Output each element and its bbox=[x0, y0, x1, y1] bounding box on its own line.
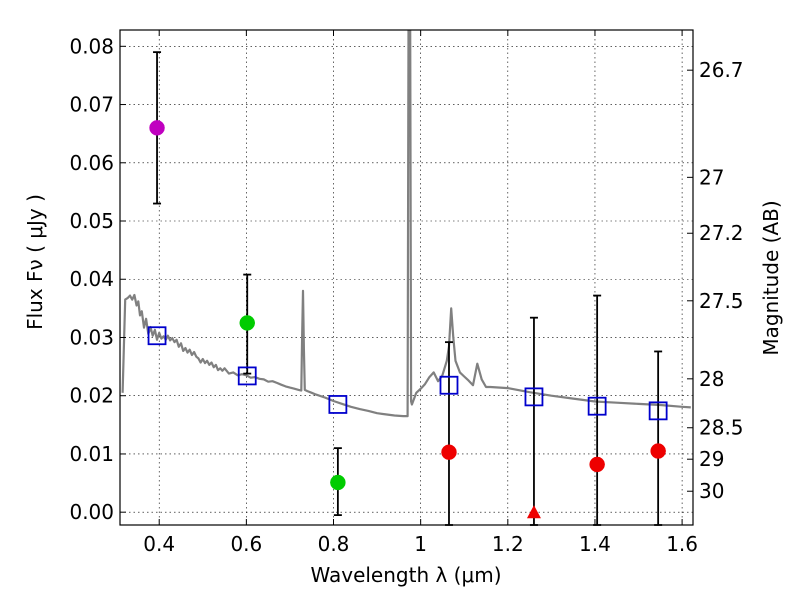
model-square-marker bbox=[237, 366, 257, 386]
model-square-marker bbox=[328, 395, 348, 414]
y-tick-label: 0.07 bbox=[69, 93, 114, 117]
y-tick-label: 0.06 bbox=[69, 151, 114, 175]
model-square-marker bbox=[524, 387, 544, 407]
y-tick-label: 0.05 bbox=[69, 209, 114, 233]
axes-frame bbox=[119, 29, 694, 526]
x-tick-label: 1.4 bbox=[579, 532, 611, 556]
right-axis-ticks: 26.7 27 27.2 27.5 28 28.5 29 30 bbox=[687, 58, 744, 503]
y-tick-label: 0.08 bbox=[69, 34, 114, 58]
model-square-marker bbox=[648, 401, 668, 421]
data-point-marker bbox=[149, 120, 165, 136]
right-tick-label: 26.7 bbox=[699, 58, 744, 82]
x-tick-label: 0.6 bbox=[230, 532, 262, 556]
upper-limit-triangle-marker bbox=[526, 505, 541, 519]
x-axis-ticks: 0.4 0.6 0.8 1 1.2 1.4 1.6 bbox=[143, 30, 698, 556]
x-tick-label: 0.4 bbox=[143, 532, 175, 556]
y-axis-label-left: Flux Fν ( μJy ) bbox=[23, 194, 47, 330]
data-point-marker bbox=[239, 315, 255, 331]
y-tick-label: 0.00 bbox=[69, 500, 114, 524]
model-square-marker bbox=[587, 396, 607, 416]
data-point-marker bbox=[441, 444, 457, 460]
right-tick-label: 28 bbox=[699, 367, 724, 391]
y-tick-label: 0.04 bbox=[69, 267, 114, 291]
right-tick-label: 30 bbox=[699, 479, 724, 503]
x-axis-label: Wavelength λ (μm) bbox=[310, 563, 501, 587]
sed-template-line bbox=[121, 30, 691, 418]
model-square-marker bbox=[147, 326, 167, 346]
right-tick-label: 28.5 bbox=[699, 416, 744, 440]
x-tick-label: 1.2 bbox=[492, 532, 524, 556]
x-tick-label: 1 bbox=[414, 532, 427, 556]
plot-frame bbox=[119, 29, 694, 526]
right-tick-label: 27.2 bbox=[699, 221, 744, 245]
right-tick-label: 27 bbox=[699, 165, 724, 189]
data-point-marker bbox=[589, 456, 605, 473]
y-tick-label: 0.01 bbox=[69, 442, 114, 466]
y-axis-label-right: Magnitude (AB) bbox=[759, 200, 783, 355]
y-tick-label: 0.03 bbox=[69, 325, 114, 349]
data-point-marker bbox=[650, 443, 666, 459]
sed-template-layer bbox=[121, 30, 691, 418]
grid-lines bbox=[120, 30, 693, 525]
marker-layer bbox=[147, 120, 668, 519]
x-tick-label: 0.8 bbox=[318, 532, 350, 556]
right-tick-label: 29 bbox=[699, 447, 724, 471]
y-tick-label: 0.02 bbox=[69, 384, 114, 408]
data-point-marker bbox=[330, 474, 346, 491]
x-tick-label: 1.6 bbox=[666, 532, 698, 556]
right-tick-label: 27.5 bbox=[699, 289, 744, 313]
model-square-marker bbox=[439, 375, 459, 395]
y-axis-ticks: 0.00 0.01 0.02 0.03 0.04 0.05 0.06 0.07 0.08 bbox=[69, 34, 126, 524]
